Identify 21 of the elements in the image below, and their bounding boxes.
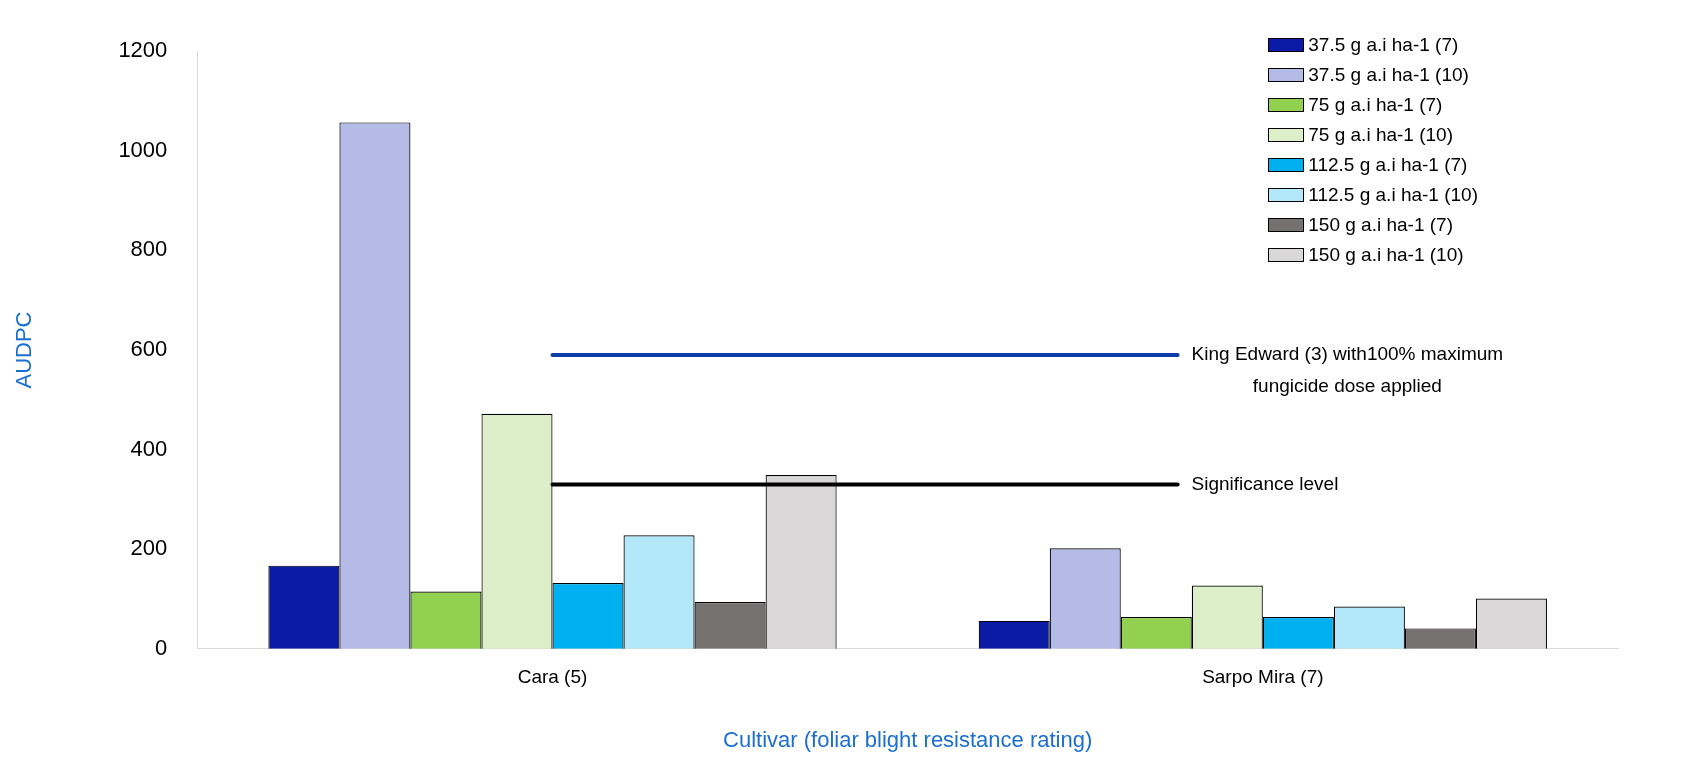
y-axis-title: AUDPC (11, 311, 37, 389)
y-tick-label: 0 (155, 634, 168, 660)
legend-label: 37.5 g a.i ha-1 (7) (1308, 34, 1459, 56)
y-tick-label: 800 (130, 236, 168, 262)
ref-line-label: Significance level (1191, 472, 1339, 494)
y-tick-label: 600 (130, 336, 168, 362)
legend-label: 112.5 g a.i ha-1 (10) (1308, 184, 1478, 206)
legend-label: 150 g a.i ha-1 (7) (1308, 214, 1453, 236)
x-tick-label: Sarpo Mira (7) (1202, 666, 1324, 688)
legend-label: 75 g a.i ha-1 (7) (1308, 94, 1443, 116)
legend-label: 75 g a.i ha-1 (10) (1308, 124, 1453, 146)
legend-label: 37.5 g a.i ha-1 (10) (1308, 64, 1469, 86)
y-tick-label: 400 (130, 435, 168, 461)
x-axis-title: Cultivar (foliar blight resistance rating) (723, 726, 1093, 752)
y-tick-label: 200 (130, 535, 168, 561)
legend-label: 150 g a.i ha-1 (10) (1308, 244, 1464, 266)
y-tick-label: 1000 (118, 136, 168, 162)
x-tick-label: Cara (5) (517, 666, 588, 688)
ref-line-label: King Edward (3) with100% maximum fungicide dose applied (1191, 343, 1504, 397)
y-tick-label: 1200 (118, 37, 168, 63)
legend-label: 112.5 g a.i ha-1 (7) (1308, 154, 1468, 176)
